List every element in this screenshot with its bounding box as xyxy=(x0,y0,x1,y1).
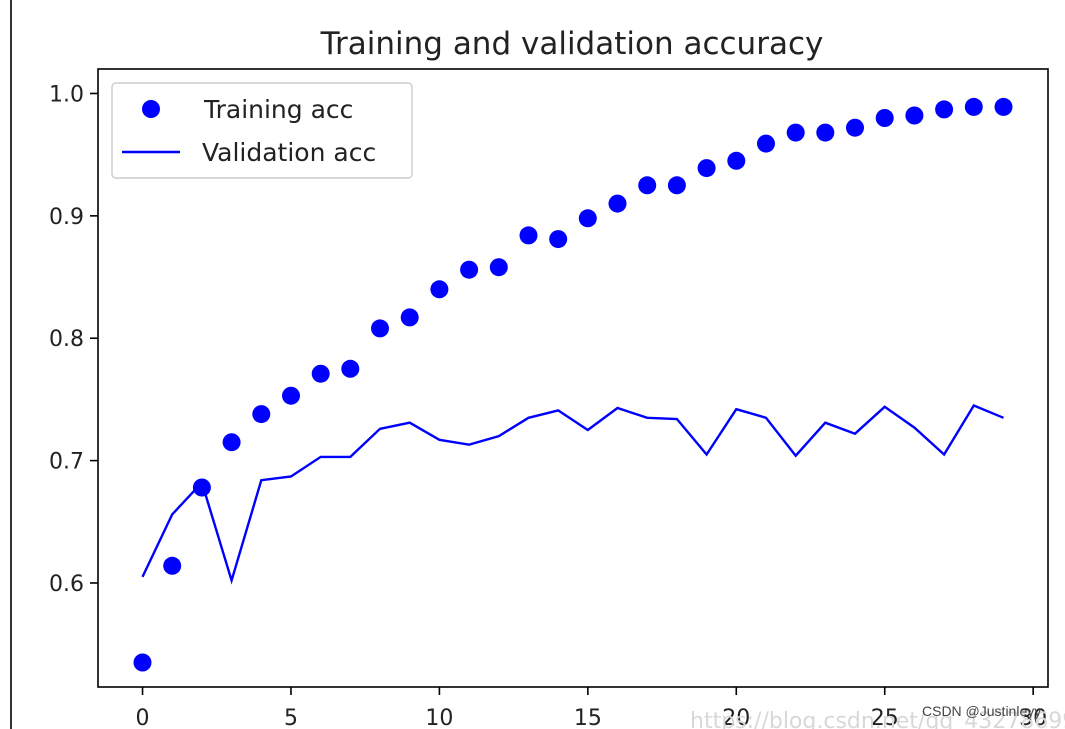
training-acc-point xyxy=(489,258,508,277)
training-acc-point xyxy=(757,134,775,153)
watermark-credit: CSDN @Justinleyy xyxy=(922,703,1041,719)
y-tick-label: 0.9 xyxy=(49,205,84,230)
training-acc-point xyxy=(371,319,389,338)
legend-training-label: Training acc xyxy=(203,95,353,124)
legend-box xyxy=(111,82,413,179)
training-acc-point xyxy=(935,100,954,119)
x-tick-label: 5 xyxy=(284,706,298,729)
training-acc-point xyxy=(133,653,152,672)
training-acc-point xyxy=(786,123,805,142)
validation-acc-line xyxy=(141,403,1004,585)
training-acc-point xyxy=(430,280,449,299)
y-tick-label: 0.6 xyxy=(49,572,84,597)
training-acc-point xyxy=(994,97,1013,116)
training-acc-point xyxy=(252,405,271,424)
training-acc-point xyxy=(697,159,716,178)
legend: Training acc Validation acc xyxy=(111,82,413,179)
page-left-border xyxy=(10,0,12,729)
x-tick-label: 10 xyxy=(425,706,453,729)
training-acc-point xyxy=(192,478,211,497)
training-acc-point xyxy=(341,359,360,378)
training-acc-point xyxy=(163,556,182,575)
training-acc-point xyxy=(460,260,479,279)
ticks-layer: 0 5 10 15 20 25 30 0.6 0.7 0.8 0.9 1.0 xyxy=(49,82,1047,729)
legend-training-marker xyxy=(142,100,160,118)
y-tick-label: 0.8 xyxy=(49,327,84,352)
axes-frame-layer xyxy=(97,68,1049,688)
training-acc-point xyxy=(400,308,419,327)
training-acc-point xyxy=(964,97,983,116)
y-tick-label: 1.0 xyxy=(49,82,84,107)
training-acc-point xyxy=(222,433,241,452)
training-acc-point xyxy=(846,118,864,137)
x-tick-label: 15 xyxy=(574,706,602,729)
chart-title: Training and validation accuracy xyxy=(320,26,824,62)
watermark-url: https://blog.csdn.net/qq_43278699 xyxy=(690,709,1065,729)
training-acc-point xyxy=(578,209,597,228)
x-tick-label: 25 xyxy=(871,706,899,729)
y-tick-label: 0.7 xyxy=(49,450,84,475)
x-tick-label: 30 xyxy=(1019,706,1047,729)
series-layer xyxy=(133,97,1013,672)
x-tick-label: 20 xyxy=(722,706,750,729)
training-acc-point xyxy=(667,176,686,195)
training-acc-point xyxy=(875,109,894,127)
training-acc-point xyxy=(608,194,627,213)
training-acc-point xyxy=(519,226,538,245)
x-tick-label: 0 xyxy=(136,706,150,729)
plot-frame xyxy=(97,68,1049,688)
training-acc-point xyxy=(816,123,835,142)
legend-validation-label: Validation acc xyxy=(202,138,376,167)
training-acc-point xyxy=(549,230,568,249)
training-acc-point xyxy=(282,386,300,405)
training-acc-point xyxy=(638,176,657,195)
training-acc-point xyxy=(311,364,330,383)
training-acc-point xyxy=(727,151,746,170)
training-acc-point xyxy=(905,106,924,125)
